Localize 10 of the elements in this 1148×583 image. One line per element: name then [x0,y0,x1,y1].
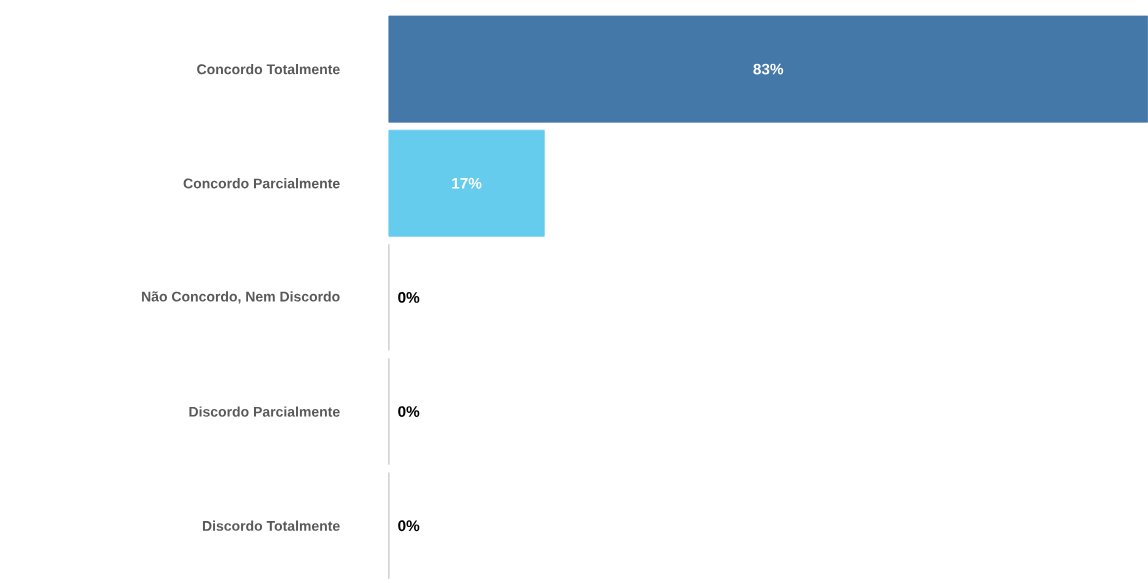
y-tick-label: Discordo Totalmente [202,520,340,531]
data-label: 17% [452,177,482,189]
data-label: 0% [398,292,420,303]
y-tick-label: Concordo Parcialmente [183,178,340,189]
y-tick-label: Discordo Parcialmente [189,406,340,417]
data-label: 0% [398,520,420,532]
y-tick-label: Não Concordo, Nem Discordo [142,291,340,304]
data-label: 0% [398,406,420,418]
y-tick-label: Concordo Totalmente [197,64,340,75]
data-label: 83% [753,63,784,75]
